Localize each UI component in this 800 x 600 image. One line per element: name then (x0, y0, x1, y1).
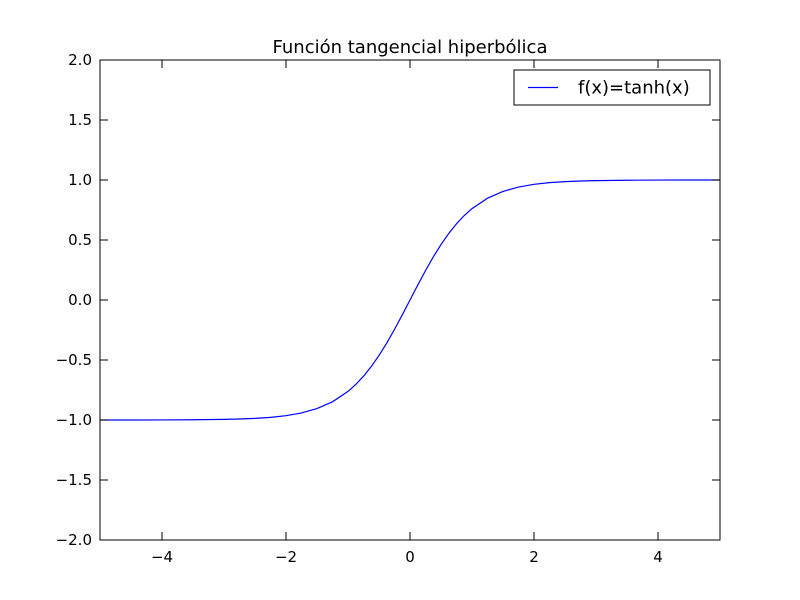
y-tick-label: 0.5 (68, 231, 92, 249)
y-tick-label: −2.0 (56, 531, 92, 549)
y-tick-label: 1.0 (68, 171, 92, 189)
y-tick-label: 2.0 (68, 51, 92, 69)
x-tick-label: 4 (653, 548, 663, 566)
y-tick-label: −0.5 (56, 351, 92, 369)
plot-area: −4 −2 0 2 4 −2.0 −1.5 −1.0 −0.5 0.0 0.5 1.0 1.5 2.0 f(… (56, 51, 721, 566)
y-tick-label: −1.0 (56, 411, 92, 429)
x-tick-label: 0 (405, 548, 415, 566)
legend-label: f(x)=tanh(x) (578, 78, 690, 99)
y-tick-label: 0.0 (68, 291, 92, 309)
series-line-0 (99, 179, 721, 421)
x-tick-label: 2 (529, 548, 539, 566)
x-tick-label: −2 (275, 548, 297, 566)
x-tick-label: −4 (151, 548, 173, 566)
y-tick-label: −1.5 (56, 471, 92, 489)
chart-title: Función tangencial hiperbólica (273, 37, 548, 58)
y-tick-label: 1.5 (68, 111, 92, 129)
